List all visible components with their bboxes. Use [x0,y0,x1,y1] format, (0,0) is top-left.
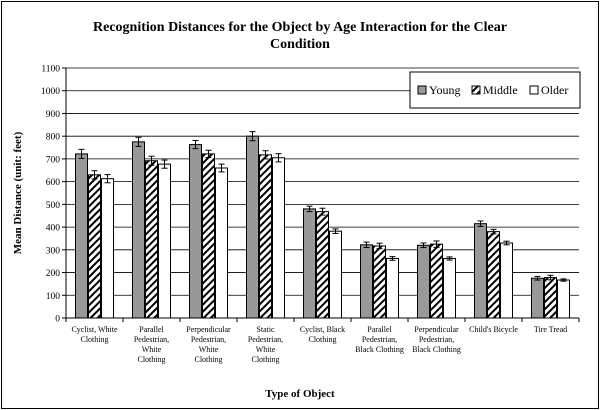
y-tick-label: 600 [46,178,61,188]
y-tick-label: 900 [46,110,61,120]
x-tick-label-line: Static [256,325,275,334]
chart-title-line: Recognition Distances for the Object by … [93,20,507,35]
x-tick-label: Parallel Pedestrian, Black Clothing [355,325,404,354]
y-tick-label: 0 [55,315,60,325]
legend-label-middle: Middle [483,83,518,97]
bar-middle [202,153,215,319]
bar-middle [430,243,443,319]
bars [75,131,570,319]
x-tick-label-line: Cyclist, White [71,325,118,334]
y-tick-label: 400 [46,224,61,234]
y-tick-label: 200 [46,269,61,279]
x-tick-label: Static Pedestrian, White Clothing [248,325,283,364]
legend-label-older: Older [541,83,568,97]
x-tick-label-line: White [199,345,219,354]
x-tick-label: Tire Tread [534,325,567,334]
y-tick-label: 500 [46,201,61,211]
legend-swatch-middle [471,85,481,95]
x-tick-label: Cyclist, White Clothing [71,325,118,344]
x-tick-label-line: Pedestrian, [134,335,169,344]
bar-older [557,279,570,319]
x-tick-label: Parallel Pedestrian, White Clothing [134,325,169,364]
bar-young [417,244,430,319]
legend-box [409,71,581,109]
bar-young [474,223,487,319]
x-tick-label-line: Clothing [251,355,279,364]
bar-middle [88,174,101,319]
bar-middle [487,231,500,319]
bar-young [132,141,145,319]
x-tick-label-line: Cyclist, Black [300,325,345,334]
x-tick-label-line: Clothing [137,355,165,364]
legend-swatch-older [529,85,539,95]
x-tick-label-line: Parallel [139,325,164,334]
y-tick-label: 100 [46,292,61,302]
y-tick-label: 300 [46,246,61,256]
x-tick-label-line: Clothing [194,355,222,364]
bar-older [272,157,285,319]
y-axis-ticks: 0 100 200 300 400 500 600 700 800 900 1000 1100 [41,65,66,325]
x-tick-label-line: White [142,345,162,354]
bar-middle [373,245,386,319]
bar-older [329,230,342,319]
y-tick-label: 1000 [41,87,60,97]
bar-young [303,208,316,319]
x-tick-label-line: Perpendicular [186,325,231,334]
x-tick-label: Child's Bicycle [469,325,518,334]
x-tick-label-line: Perpendicular [414,325,459,334]
x-tick-label-line: Pedestrian, [362,335,397,344]
x-tick-label-line: Parallel [367,325,392,334]
bar-young [189,144,202,319]
bar-older [500,242,513,319]
x-tick-label-line: Pedestrian, [191,335,226,344]
bar-young [360,244,373,319]
y-axis-label: Mean Distance (unit: feet) [12,131,24,254]
legend: Young Middle Older [409,71,581,109]
bar-older [101,178,114,319]
bar-middle [259,154,272,319]
legend-swatch-young [417,85,427,95]
chart-title: Recognition Distances for the Object by … [93,20,507,52]
x-tick-label-line: Tire Tread [534,325,567,334]
y-tick-label: 700 [46,155,61,165]
bar-middle [316,211,329,319]
x-tick-label-line: Pedestrian, [248,335,283,344]
x-tick-label: Cyclist, Black Clothing [300,325,345,344]
x-axis-label: Type of Object [265,388,335,400]
bar-older [158,163,171,319]
x-tick-label-line: White [256,345,276,354]
bar-older [386,257,399,319]
x-tick-label: Perpendicular Pedestrian, Black Clothing [412,325,461,354]
x-tick-label-line: Clothing [308,335,336,344]
bar-young [531,277,544,319]
legend-label-young: Young [429,83,460,97]
bar-middle [145,160,158,319]
x-tick-label: Perpendicular Pedestrian, White Clothing [186,325,231,364]
chart-title-line: Condition [270,37,330,52]
y-tick-label: 800 [46,133,61,143]
x-tick-label-line: Black Clothing [412,345,461,354]
x-tick-label-line: Clothing [80,335,108,344]
bar-middle [544,277,557,319]
x-tick-label-line: Black Clothing [355,345,404,354]
bar-young [75,153,88,319]
x-tick-label-line: Child's Bicycle [469,325,518,334]
x-tick-label-line: Pedestrian, [419,335,454,344]
bar-young [246,135,259,319]
bar-older [443,257,456,319]
y-tick-label: 1100 [41,65,60,75]
bar-older [215,167,228,319]
